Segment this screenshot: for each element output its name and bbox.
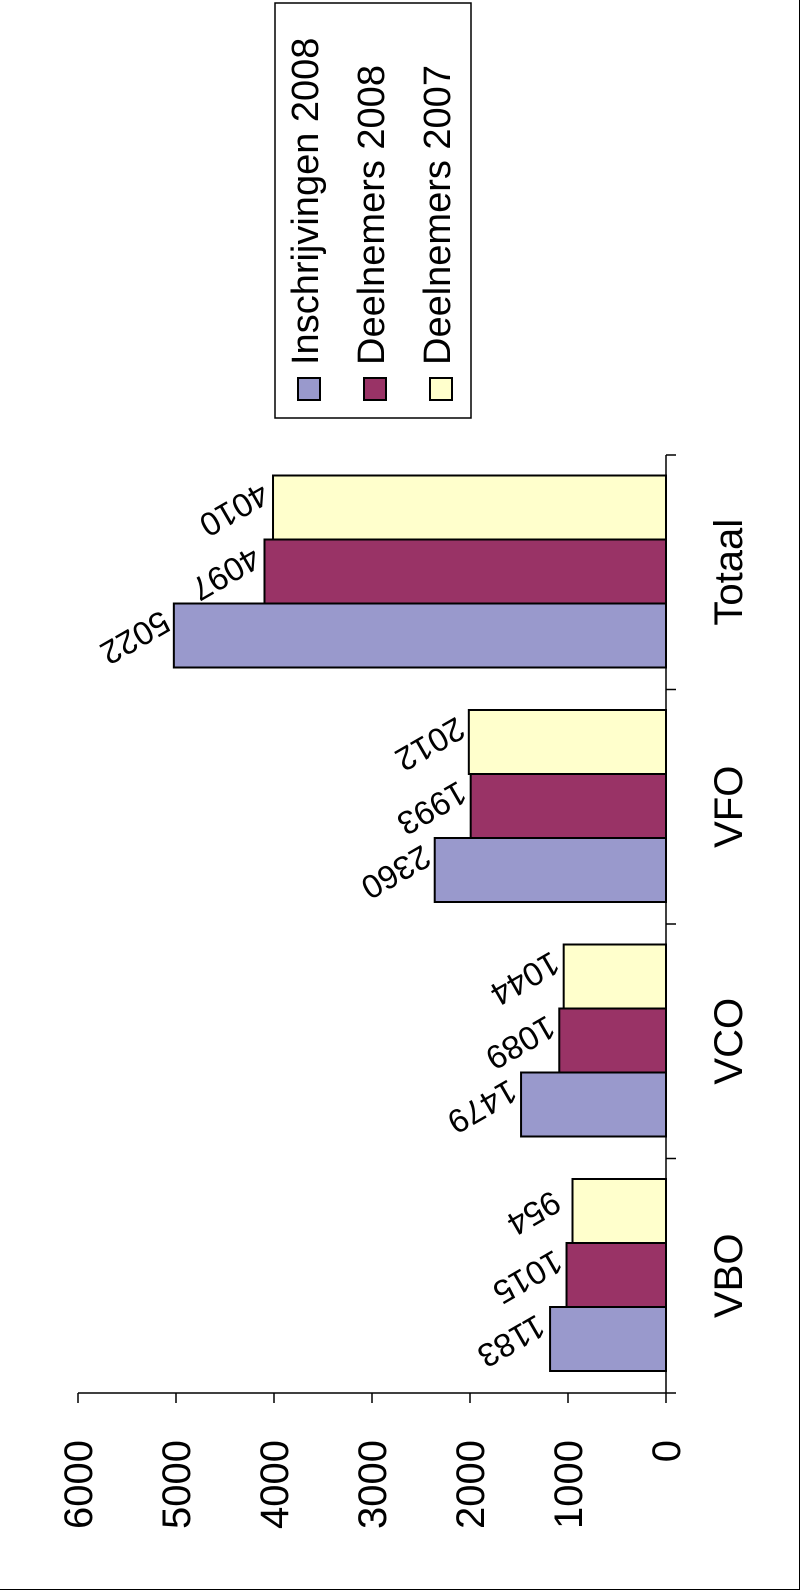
legend-swatch xyxy=(363,377,387,401)
data-label: 1993 xyxy=(391,774,473,843)
bar xyxy=(263,538,667,605)
axis-layer: 0 1000 2000 3000 4000 5000 6000 VBO VCO VFO Totaal xyxy=(57,454,751,1529)
value-tick-label: 1000 xyxy=(547,1440,591,1529)
data-label: 1183 xyxy=(471,1308,551,1376)
category-label: VFO xyxy=(707,766,751,848)
data-label: 954 xyxy=(501,1184,567,1244)
legend: Inschrijvingen 2008 Deelnemers 2008 Deelne… xyxy=(274,2,472,419)
legend-label: Deelnemers 2007 xyxy=(417,65,459,365)
category-label: Totaal xyxy=(707,519,751,626)
bar xyxy=(565,1242,668,1308)
bar xyxy=(562,943,667,1010)
category-label: VBO xyxy=(707,1234,751,1318)
data-label: 4010 xyxy=(193,476,275,545)
data-label: 5022 xyxy=(94,604,176,673)
legend-swatch xyxy=(429,377,453,401)
bar xyxy=(558,1007,668,1074)
legend-swatch xyxy=(297,377,321,401)
value-tick-label: 5000 xyxy=(155,1440,199,1529)
data-label: 2360 xyxy=(355,838,437,907)
value-tick-label: 3000 xyxy=(351,1440,395,1529)
bar-layer xyxy=(172,474,668,1372)
bar xyxy=(469,773,667,839)
legend-label: Inschrijvingen 2008 xyxy=(285,38,327,365)
legend-box xyxy=(274,2,472,419)
data-label: 1089 xyxy=(480,1009,562,1078)
bar xyxy=(172,602,667,669)
bar xyxy=(571,1178,667,1244)
value-tick-label: 4000 xyxy=(253,1440,297,1529)
data-label: 1044 xyxy=(484,945,566,1014)
data-label: 1015 xyxy=(487,1243,569,1312)
bar xyxy=(272,474,667,541)
value-tick-label: 0 xyxy=(645,1440,689,1462)
bar xyxy=(467,709,667,775)
bar xyxy=(433,837,667,903)
bar xyxy=(520,1071,667,1138)
data-label: 1479 xyxy=(441,1073,523,1142)
legend-label: Deelnemers 2008 xyxy=(351,65,393,365)
bar xyxy=(549,1306,667,1372)
data-label: 4097 xyxy=(185,540,267,609)
value-tick-label: 2000 xyxy=(449,1440,493,1529)
data-label: 2012 xyxy=(389,710,471,779)
value-tick-label: 6000 xyxy=(57,1440,101,1529)
category-label: VCO xyxy=(707,998,751,1085)
